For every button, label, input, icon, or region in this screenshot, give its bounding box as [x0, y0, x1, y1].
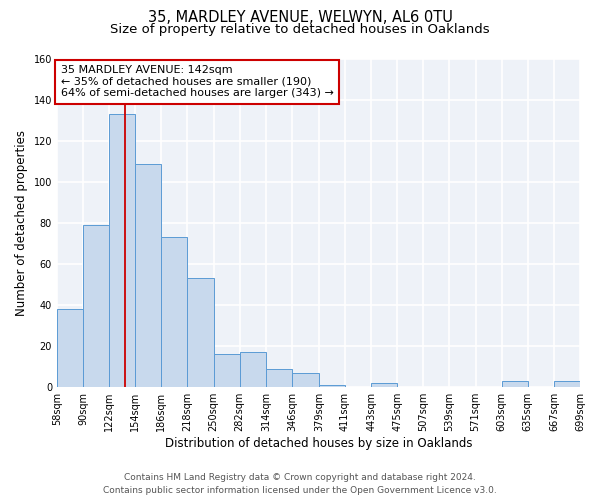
Bar	[371, 383, 397, 387]
Bar	[214, 354, 240, 387]
Text: Size of property relative to detached houses in Oaklands: Size of property relative to detached ho…	[110, 22, 490, 36]
Y-axis label: Number of detached properties: Number of detached properties	[15, 130, 28, 316]
Bar	[319, 385, 345, 387]
Bar	[83, 225, 109, 387]
Bar	[240, 352, 266, 387]
Text: Contains HM Land Registry data © Crown copyright and database right 2024.
Contai: Contains HM Land Registry data © Crown c…	[103, 474, 497, 495]
Bar	[292, 373, 319, 387]
Bar	[502, 381, 528, 387]
Bar	[266, 368, 292, 387]
Bar	[554, 381, 580, 387]
X-axis label: Distribution of detached houses by size in Oaklands: Distribution of detached houses by size …	[165, 437, 472, 450]
Bar	[109, 114, 135, 387]
Bar	[187, 278, 214, 387]
Text: 35, MARDLEY AVENUE, WELWYN, AL6 0TU: 35, MARDLEY AVENUE, WELWYN, AL6 0TU	[148, 10, 452, 25]
Bar	[57, 310, 83, 387]
Bar	[135, 164, 161, 387]
Bar	[161, 238, 187, 387]
Text: 35 MARDLEY AVENUE: 142sqm
← 35% of detached houses are smaller (190)
64% of semi: 35 MARDLEY AVENUE: 142sqm ← 35% of detac…	[61, 65, 334, 98]
